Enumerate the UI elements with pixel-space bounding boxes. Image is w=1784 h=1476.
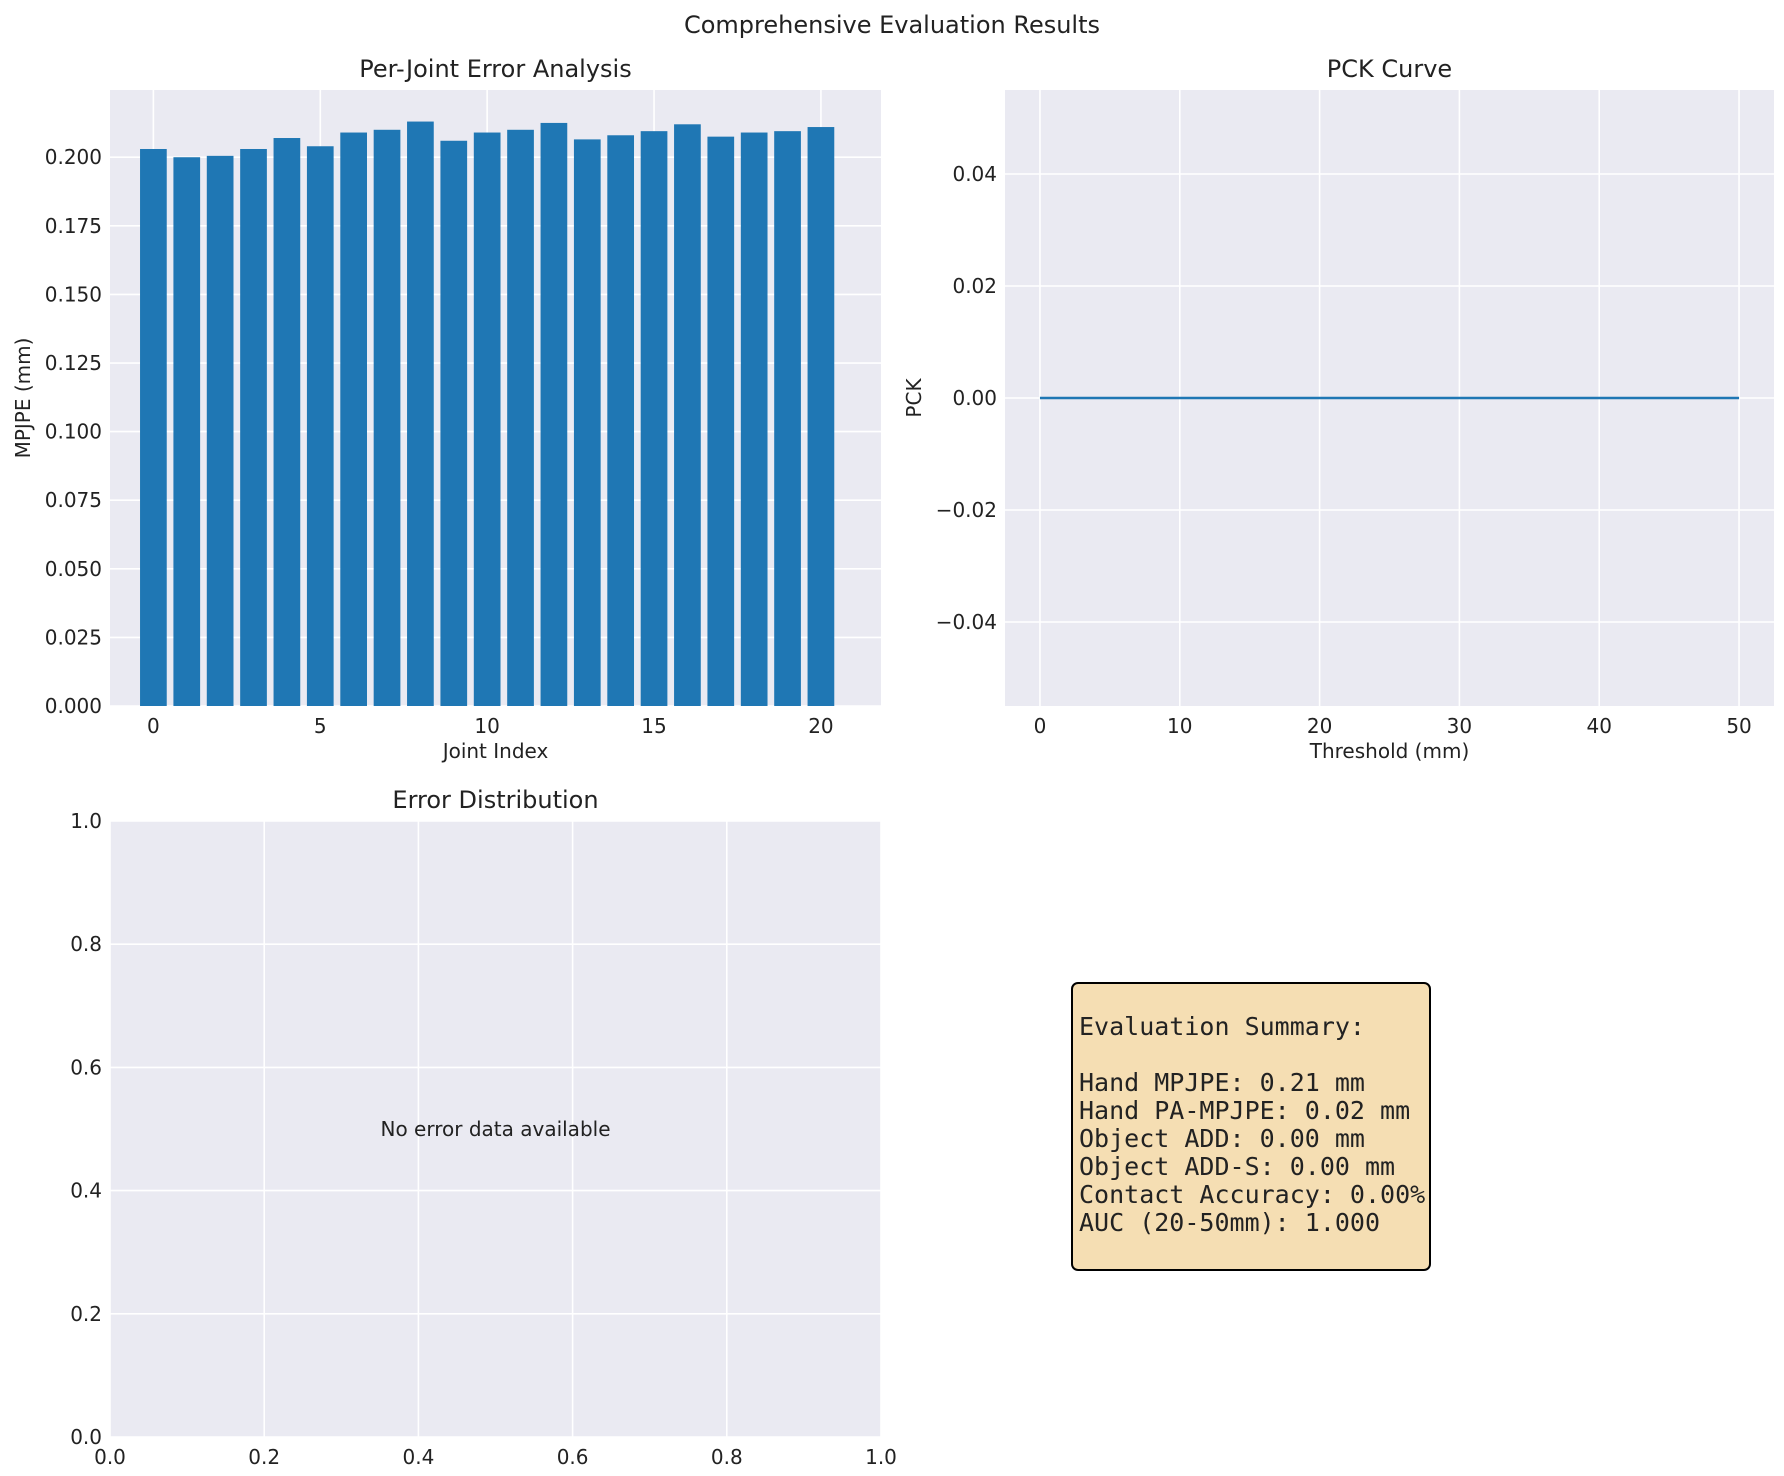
y-tick-label: 0.100 — [45, 420, 102, 444]
x-tick-label: 5 — [314, 714, 327, 738]
chart-title: PCK Curve — [1327, 55, 1452, 83]
bar-joint-5 — [306, 146, 334, 706]
bar-joint-1 — [173, 157, 201, 706]
summary-heading: Evaluation Summary: — [1079, 1012, 1365, 1041]
x-axis-label: Threshold (mm) — [1309, 739, 1470, 763]
y-tick-label: 0.02 — [952, 274, 997, 298]
x-tick-label: 0.4 — [402, 1445, 434, 1469]
y-tick-label: 0.150 — [45, 282, 102, 306]
x-tick-label: 10 — [1167, 714, 1192, 738]
y-tick-label: 0.4 — [70, 1179, 102, 1203]
y-tick-label: 0.8 — [70, 932, 102, 956]
pck-curve-chart: 0 10 20 30 40 50 −0.04 −0.02 0.00 0.02 0.04 PCK Cur… — [902, 55, 1774, 763]
y-tick-label: 0.2 — [70, 1302, 102, 1326]
y-tick-label: −0.02 — [936, 498, 997, 522]
x-tick-label: 20 — [808, 714, 833, 738]
bar-joint-4 — [273, 138, 301, 706]
bar-joint-20 — [807, 127, 835, 707]
y-tick-label: 0.04 — [952, 162, 997, 186]
y-axis-label: MPJPE (mm) — [11, 338, 35, 459]
bar-joint-17 — [707, 136, 735, 706]
x-tick-label: 0.2 — [248, 1445, 280, 1469]
bar-joint-9 — [440, 140, 468, 706]
x-tick-label: 10 — [474, 714, 499, 738]
bar-joint-0 — [140, 148, 167, 707]
per-joint-error-chart: 0 5 10 15 20 0.000 0.025 0.050 0.075 0.100 0.125 0.… — [11, 55, 881, 763]
y-tick-label: 0.000 — [45, 694, 102, 718]
y-tick-label: 0.175 — [45, 214, 102, 238]
y-tick-label: 0.025 — [45, 625, 102, 649]
figure-title: Comprehensive Evaluation Results — [684, 11, 1100, 39]
y-tick-label: 0.0 — [70, 1425, 102, 1449]
summary-line-hand-mpjpe: Hand MPJPE: 0.21 mm — [1079, 1068, 1365, 1097]
error-distribution-chart: No error data available 0.0 0.2 0.4 0.6 0.8 1.… — [70, 786, 897, 1469]
summary-line-object-add-s: Object ADD-S: 0.00 mm — [1079, 1152, 1395, 1181]
summary-line-auc: AUC (20-50mm): 1.000 — [1079, 1208, 1380, 1237]
x-tick-label: 0 — [1034, 714, 1047, 738]
bar-joint-13 — [573, 139, 601, 706]
y-tick-label: 0.050 — [45, 557, 102, 581]
bar-joint-3 — [240, 148, 267, 707]
bar-joint-18 — [740, 132, 768, 707]
x-tick-label: 0.8 — [711, 1445, 743, 1469]
bar-joint-16 — [674, 124, 701, 706]
x-tick-label: 20 — [1307, 714, 1332, 738]
y-tick-label: 0.00 — [952, 386, 997, 410]
x-tick-label: 30 — [1447, 714, 1472, 738]
y-tick-label: 0.6 — [70, 1055, 102, 1079]
y-tick-label: 0.125 — [45, 351, 102, 375]
chart-title: Error Distribution — [392, 786, 598, 814]
bar-joint-14 — [607, 135, 635, 707]
chart-title: Per-Joint Error Analysis — [359, 55, 631, 83]
summary-box-background — [1071, 982, 1431, 1271]
bar-joint-8 — [407, 121, 434, 706]
plot-area — [110, 821, 881, 1437]
x-axis-label: Joint Index — [441, 739, 549, 763]
x-tick-label: 0.6 — [557, 1445, 589, 1469]
summary-line-object-add: Object ADD: 0.00 mm — [1079, 1124, 1365, 1153]
x-tick-label: 1.0 — [865, 1445, 897, 1469]
bar-joint-10 — [473, 132, 501, 707]
no-data-annotation: No error data available — [380, 1117, 610, 1141]
x-tick-label: 15 — [641, 714, 666, 738]
summary-line-contact-accuracy: Contact Accuracy: 0.00% — [1079, 1180, 1425, 1209]
y-tick-label: 1.0 — [70, 809, 102, 833]
x-tick-label: 0.0 — [94, 1445, 126, 1469]
y-tick-label: 0.075 — [45, 488, 102, 512]
evaluation-summary-box: Evaluation Summary: Hand MPJPE: 0.21 mm … — [1071, 982, 1431, 1271]
summary-line-hand-pa-mpjpe: Hand PA-MPJPE: 0.02 mm — [1079, 1096, 1410, 1125]
bar-joint-6 — [340, 132, 367, 707]
x-tick-label: 40 — [1587, 714, 1612, 738]
y-tick-label: −0.04 — [936, 610, 997, 634]
bar-joint-15 — [640, 131, 668, 706]
bar-joint-7 — [373, 129, 401, 706]
y-axis-label: PCK — [902, 378, 926, 418]
x-tick-label: 50 — [1726, 714, 1751, 738]
bar-joint-11 — [507, 129, 534, 706]
bar-joint-2 — [206, 155, 234, 706]
x-tick-label: 0 — [147, 714, 160, 738]
y-tick-label: 0.200 — [45, 145, 102, 169]
bar-joint-19 — [774, 131, 801, 706]
bar-joint-12 — [540, 122, 568, 706]
